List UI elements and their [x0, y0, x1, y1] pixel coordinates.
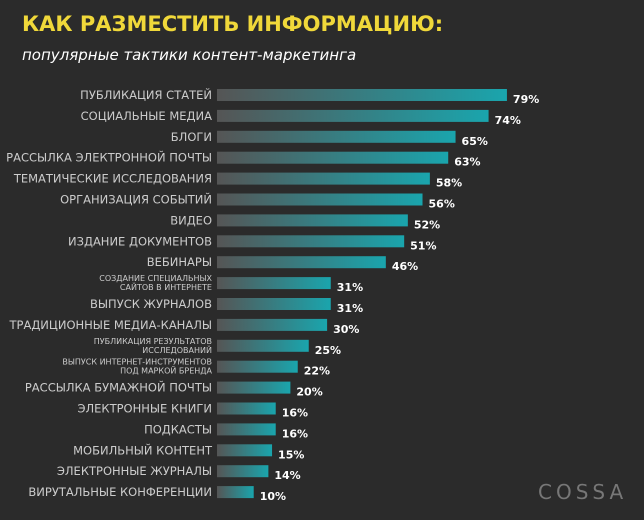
bar	[217, 444, 273, 457]
category-label: ВИРУТАЛЬНЫЕ КОНФЕРЕНЦИИ	[28, 485, 212, 499]
value-label: 31%	[337, 302, 363, 315]
category-label: ПУБЛИКАЦИЯ СТАТЕЙ	[80, 87, 212, 102]
category-label: ВЫПУСК ИНТЕРНЕТ-ИНСТРУМЕНТОВ ПОД МАРКОЙ Б…	[62, 358, 212, 376]
value-label: 22%	[304, 365, 330, 378]
category-label: ПОДКАСТЫ	[144, 422, 212, 436]
chart-subtitle: популярные тактики контент-маркетинга	[22, 46, 357, 64]
bar	[217, 423, 276, 436]
value-label: 14%	[274, 469, 300, 482]
value-label: 56%	[429, 198, 455, 211]
value-label: 31%	[337, 281, 363, 294]
category-label: ОРГАНИЗАЦИЯ СОБЫТИЙ	[60, 192, 212, 207]
value-label: 30%	[333, 323, 359, 336]
value-label: 63%	[454, 156, 480, 169]
bar	[217, 339, 309, 352]
value-label: 74%	[495, 114, 521, 127]
bar	[217, 298, 331, 310]
bar	[217, 109, 489, 122]
bar	[217, 193, 423, 206]
bar	[217, 402, 276, 415]
category-label: ВЕБИНАРЫ	[147, 255, 212, 269]
bar	[217, 277, 331, 290]
value-label: 65%	[462, 135, 488, 148]
category-label: ТРАДИЦИОННЫЕ МЕДИА-КАНАЛЫ	[9, 318, 213, 332]
bar	[217, 130, 456, 143]
value-label: 79%	[513, 93, 539, 106]
category-label: ТЕМАТИЧЕСКИЕ ИССЛЕДОВАНИЯ	[13, 172, 212, 186]
value-label: 16%	[282, 407, 308, 420]
bar	[217, 465, 269, 478]
chart-title: КАК РАЗМЕСТИТЬ ИНФОРМАЦИЮ:	[22, 12, 444, 36]
bar	[217, 151, 449, 164]
bar	[217, 214, 408, 227]
category-label: МОБИЛЬНЫЙ КОНТЕНТ	[73, 442, 213, 457]
category-label: ПУБЛИКАЦИЯ РЕЗУЛЬТАТОВ ИССЛЕДОВАНИЙ	[94, 337, 212, 355]
value-label: 20%	[296, 386, 322, 399]
category-label: РАССЫЛКА БУМАЖНОЙ ПОЧТЫ	[25, 380, 212, 395]
bar	[217, 256, 386, 269]
category-label: ИЗДАНИЕ ДОКУМЕНТОВ	[68, 234, 212, 248]
value-label: 25%	[315, 344, 341, 357]
category-label: СОЦИАЛЬНЫЕ МЕДИА	[81, 109, 213, 123]
value-label: 58%	[436, 177, 462, 190]
value-label: 16%	[282, 427, 308, 440]
category-label: БЛОГИ	[171, 130, 212, 144]
category-label: РАССЫЛКА ЭЛЕКТРОННОЙ ПОЧТЫ	[6, 150, 212, 165]
bar	[217, 360, 298, 373]
value-label: 51%	[410, 239, 436, 252]
cossa-logo: COSSA	[538, 480, 628, 504]
category-label: ЭЛЕКТРОННЫЕ ЖУРНАЛЫ	[57, 464, 212, 478]
value-label: 46%	[392, 260, 418, 273]
bar	[217, 172, 430, 185]
bar	[217, 235, 405, 248]
value-label: 15%	[278, 448, 304, 461]
bar	[217, 381, 291, 394]
bar	[217, 318, 328, 331]
category-label: ВИДЕО	[170, 213, 212, 227]
bar	[217, 486, 254, 499]
value-label: 10%	[260, 490, 286, 503]
value-label: 52%	[414, 218, 440, 231]
category-label: ВЫПУСК ЖУРНАЛОВ	[90, 297, 212, 311]
category-label: ЭЛЕКТРОННЫЕ КНИГИ	[77, 402, 212, 416]
category-label: СОЗДАНИЕ СПЕЦИАЛЬНЫХ САЙТОВ В ИНТЕРНЕТЕ	[99, 274, 212, 292]
bar	[217, 89, 507, 101]
